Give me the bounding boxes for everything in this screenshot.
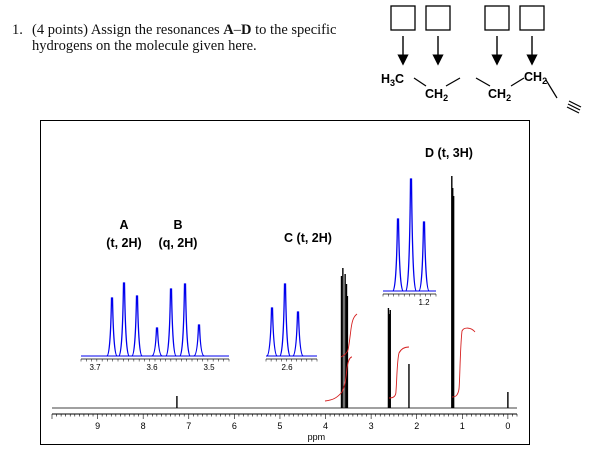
label-a-letter: A <box>119 218 128 232</box>
ppm-tick-label: 1 <box>460 421 465 431</box>
inset-peak <box>131 295 143 357</box>
inset-d: 1.2 <box>382 178 437 307</box>
question-points: (4 points) <box>32 22 88 38</box>
inset-peak <box>179 283 191 357</box>
ppm-axis: 9 8 7 6 5 4 3 2 1 0 ppm <box>51 413 518 442</box>
group-ch2-c: CH2 <box>524 70 547 86</box>
integral-curve <box>324 356 353 402</box>
inset-tick-label: 2.6 <box>281 363 293 372</box>
ppm-axis-label: ppm <box>308 432 326 442</box>
range-end-label: D <box>241 22 252 38</box>
inset-ab: 3.7 3.6 3.5 <box>80 282 230 372</box>
integral-curve <box>388 346 410 399</box>
integral-curves <box>324 313 476 402</box>
label-a-desc: (t, 2H) <box>106 236 141 250</box>
group-h3c: H3C <box>381 72 404 88</box>
question-prompt-tail: to the specific <box>255 22 337 38</box>
answer-box-2[interactable] <box>425 5 451 31</box>
label-c: C (t, 2H) <box>284 231 332 245</box>
multiplet-insets: 3.7 3.6 3.5 2.6 1.2 <box>80 178 437 372</box>
inset-peak <box>151 327 163 357</box>
range-start-label: A <box>223 22 234 38</box>
integral-curve <box>451 327 476 398</box>
molecule-bonds <box>413 77 582 114</box>
inset-peak <box>266 307 278 357</box>
inset-peak <box>418 221 430 292</box>
ppm-tick-label: 7 <box>186 421 191 431</box>
inset-c: 2.6 <box>265 283 318 372</box>
question-text: 1. (4 points) Assign the resonances A–D … <box>12 22 367 54</box>
group-ch2-b: CH2 <box>488 87 511 103</box>
range-dash: – <box>233 22 242 38</box>
ppm-tick-label: 2 <box>414 421 419 431</box>
ppm-tick-label: 8 <box>141 421 146 431</box>
group-ch2-a: CH2 <box>425 87 448 103</box>
question-body: (4 points) Assign the resonances A–D to … <box>32 22 367 54</box>
inset-peak <box>405 178 417 292</box>
nmr-spectrum: 9 8 7 6 5 4 3 2 1 0 ppm 3.7 3.6 3.5 2.6 1.2 A (t, 2H) … <box>40 120 530 445</box>
answer-box-1[interactable] <box>390 5 416 31</box>
molecule-structure: H3C CH2 CH2 CH2 <box>381 5 582 114</box>
question-number: 1. <box>12 22 23 38</box>
ppm-tick-label: 5 <box>277 421 282 431</box>
integral-curve <box>340 313 358 358</box>
label-d: D (t, 3H) <box>425 146 473 160</box>
inset-peak <box>118 282 130 357</box>
answer-box-3[interactable] <box>484 5 510 31</box>
label-b-letter: B <box>173 218 182 232</box>
inset-peak <box>193 324 205 357</box>
inset-peak <box>279 283 291 357</box>
label-b-desc: (q, 2H) <box>159 236 198 250</box>
inset-tick-label: 3.7 <box>89 363 101 372</box>
question-line-2: hydrogens on the molecule given here. <box>32 38 257 54</box>
main-trace <box>52 176 517 409</box>
ppm-tick-label: 9 <box>95 421 100 431</box>
inset-peak <box>165 288 177 357</box>
inset-peak <box>392 218 404 292</box>
ppm-tick-label: 4 <box>323 421 328 431</box>
inset-tick-label: 3.5 <box>203 363 215 372</box>
question-prompt: Assign the resonances <box>90 22 220 38</box>
inset-tick-label: 3.6 <box>146 363 158 372</box>
ppm-tick-label: 0 <box>505 421 510 431</box>
inset-peak <box>292 311 304 357</box>
inset-peak <box>106 297 118 357</box>
inset-tick-label: 1.2 <box>418 298 430 307</box>
answer-box-4[interactable] <box>519 5 545 31</box>
ppm-tick-label: 6 <box>232 421 237 431</box>
ppm-tick-label: 3 <box>369 421 374 431</box>
